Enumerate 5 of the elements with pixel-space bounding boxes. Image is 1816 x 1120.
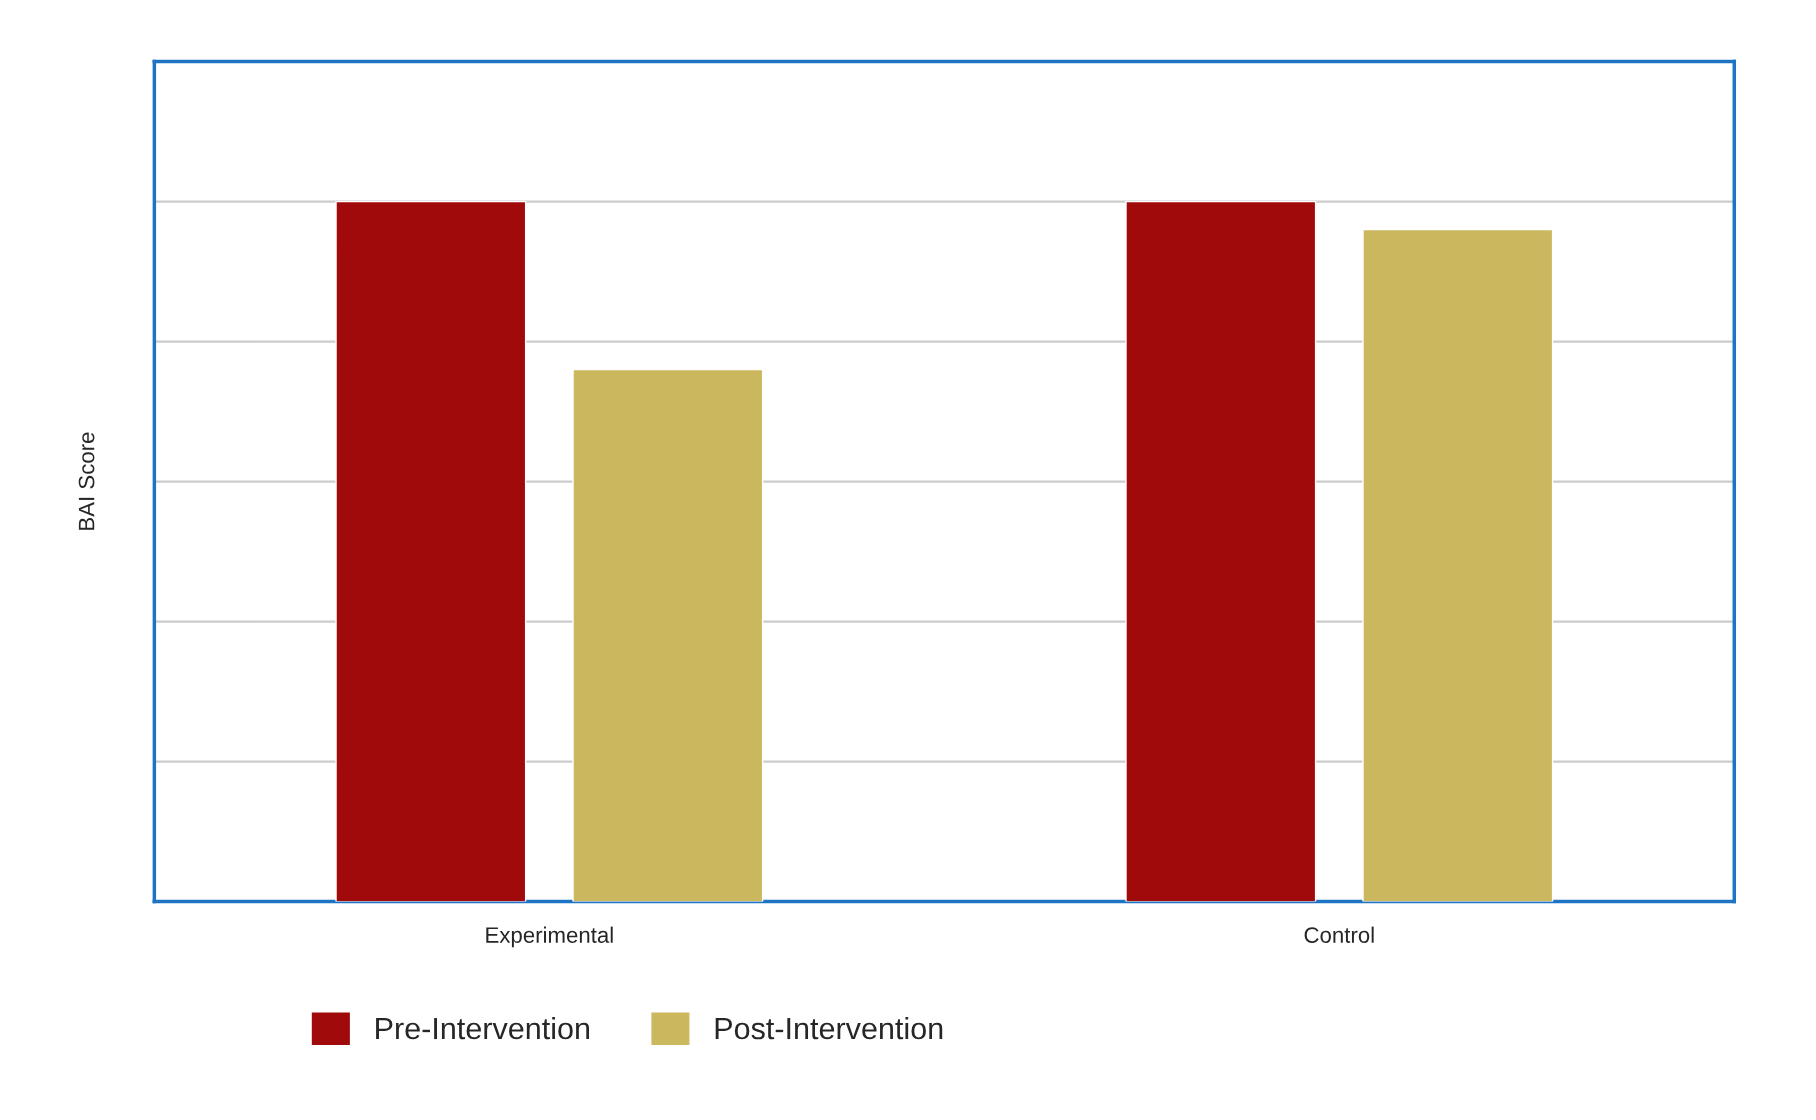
legend-label: Post-Intervention	[715, 1016, 943, 1040]
y-axis-title: BAI Score	[78, 432, 95, 530]
x-tick-label: Control	[1304, 926, 1374, 943]
x-tick-label: Experimental	[486, 926, 613, 948]
legend-label: Pre-Intervention	[376, 1016, 590, 1040]
